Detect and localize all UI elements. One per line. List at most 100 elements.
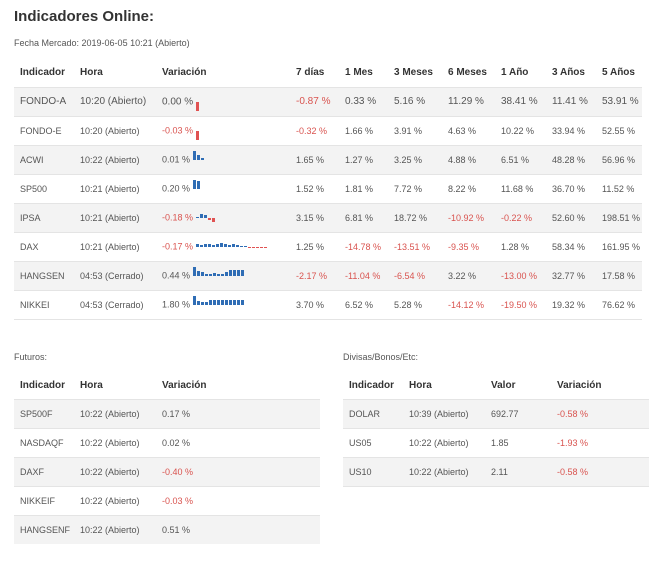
sparkline-bar — [224, 299, 228, 305]
sparkline-bar — [251, 246, 255, 248]
sparkline-bar — [208, 273, 212, 276]
table-row[interactable]: DAXF 10:22 (Abierto) -0.40 % — [14, 457, 320, 486]
sparkline-bar — [211, 217, 215, 222]
sparkline-bar — [207, 217, 211, 220]
sparkline-bar — [220, 273, 224, 276]
cell-m3: 5.28 % — [388, 290, 442, 319]
cell-time: 10:21 (Abierto) — [74, 232, 156, 261]
sparkline-bar — [259, 246, 263, 248]
cell-d7: 1.25 % — [290, 232, 339, 261]
sparkline-bar — [196, 300, 200, 305]
sparkline-bar — [220, 299, 224, 305]
cell-name: FONDO-A — [14, 87, 74, 116]
sparkline-bar — [255, 246, 259, 248]
cell-m6: 4.63 % — [442, 116, 495, 145]
cell-var-text: 1.80 % — [162, 298, 191, 309]
cell-y1-text: -13.00 % — [501, 270, 538, 281]
table-row[interactable]: US10 10:22 (Abierto) 2.11 -0.58 % — [343, 457, 649, 486]
sparkline-bar — [192, 150, 196, 160]
cell-m1: 0.33 % — [339, 87, 388, 116]
sparkline-bar — [203, 243, 207, 247]
cell-m3-text: 7.72 % — [394, 183, 423, 194]
column-header: Indicador — [349, 379, 395, 391]
cell-d7: -2.17 % — [290, 261, 339, 290]
cell-m6: -14.12 % — [442, 290, 495, 319]
cell-time: 10:22 (Abierto) — [80, 495, 140, 506]
sparkline-bar — [199, 213, 203, 218]
sparkline-chart — [195, 130, 199, 140]
cell-m3: -13.51 % — [388, 232, 442, 261]
sparkline-bar — [228, 269, 232, 276]
cell-d7: 1.52 % — [290, 174, 339, 203]
sparkline-bar — [200, 301, 204, 305]
table-row[interactable]: IPSA 10:21 (Abierto) -0.18 % 3.15 % 6.81 % 1… — [14, 203, 642, 232]
cell-d7-text: -0.32 % — [296, 125, 328, 136]
cell-y1-text: 6.51 % — [501, 154, 530, 165]
cell-y3-text: 58.34 % — [552, 241, 586, 252]
cell-m1-text: 6.81 % — [345, 212, 374, 223]
table-row[interactable]: DAX 10:21 (Abierto) -0.17 % 1.25 % -14.78 %… — [14, 232, 642, 261]
cell-time: 10:22 (Abierto) — [409, 437, 469, 448]
cell-var-text: -0.03 % — [162, 124, 194, 135]
table-row[interactable]: NIKKEI 04:53 (Cerrado) 1.80 % 3.70 % 6.52 %… — [14, 290, 642, 319]
cell-name-text: FONDO-A — [20, 96, 67, 107]
table-row[interactable]: SP500 10:21 (Abierto) 0.20 % 1.52 % 1.81 % 7… — [14, 174, 642, 203]
cell-m6-text: -9.35 % — [448, 241, 480, 252]
cell-m3: -6.54 % — [388, 261, 442, 290]
cell-time-text: 10:21 (Abierto) — [80, 183, 140, 194]
cell-time-text: 10:20 (Abierto) — [80, 125, 140, 136]
table-row[interactable]: NASDAQF 10:22 (Abierto) 0.02 % — [14, 428, 320, 457]
sparkline-bar — [204, 301, 208, 305]
table-header-row: Indicador Hora Variación — [14, 372, 320, 399]
table-row[interactable]: NIKKEIF 10:22 (Abierto) -0.03 % — [14, 486, 320, 515]
cell-name: HANGSENF — [14, 515, 74, 544]
sparkline-bar — [203, 214, 207, 218]
sparkline-bar — [236, 269, 240, 276]
cell-y1: 10.22 % — [495, 116, 546, 145]
cell-name: DAXF — [14, 457, 74, 486]
cell-y3: 32.77 % — [546, 261, 596, 290]
cell-m6-text: 8.22 % — [448, 183, 477, 194]
sparkline-bar — [196, 154, 200, 160]
sparkline-bar — [196, 180, 200, 189]
sparkline-bar — [196, 270, 200, 276]
cell-y1-text: 11.68 % — [501, 183, 534, 194]
cell-y1: -13.00 % — [495, 261, 546, 290]
cell-y5: 52.55 % — [596, 116, 642, 145]
cell-var: -0.18 % — [156, 203, 290, 232]
sparkline-bar — [232, 269, 236, 276]
table-row[interactable]: HANGSEN 04:53 (Cerrado) 0.44 % -2.17 % -11.… — [14, 261, 642, 290]
cell-y1: -0.22 % — [495, 203, 546, 232]
sparkline-bar — [243, 245, 247, 247]
cell-m3: 18.72 % — [388, 203, 442, 232]
cell-time: 10:39 (Abierto) — [403, 399, 485, 428]
sparkline-bar — [240, 269, 244, 276]
cell-val: 2.11 — [485, 457, 551, 486]
sparkline-bar — [200, 157, 204, 160]
cell-y5: 56.96 % — [596, 145, 642, 174]
sparkline-bar — [216, 299, 220, 305]
cell-m3-text: -13.51 % — [394, 241, 431, 252]
cell-m6-text: -14.12 % — [448, 299, 485, 310]
cell-y3: 52.60 % — [546, 203, 596, 232]
cell-time: 10:22 (Abierto) — [74, 457, 156, 486]
sparkline-bar — [195, 216, 199, 218]
table-header-row: Indicador Hora Valor Variación — [343, 372, 649, 399]
sparkline-bar — [192, 295, 196, 305]
table-row[interactable]: FONDO-E 10:20 (Abierto) -0.03 % -0.32 % 1.6… — [14, 116, 642, 145]
table-row[interactable]: HANGSENF 10:22 (Abierto) 0.51 % — [14, 515, 320, 544]
column-header: 5 Años — [602, 66, 635, 78]
table-row[interactable]: ACWI 10:22 (Abierto) 0.01 % 1.65 % 1.27 % 3.… — [14, 145, 642, 174]
table-row[interactable]: DOLAR 10:39 (Abierto) 692.77 -0.58 % — [343, 399, 649, 428]
sparkline-bar — [263, 246, 267, 248]
table-row[interactable]: FONDO-A 10:20 (Abierto) 0.00 % -0.87 % 0.33… — [14, 87, 642, 116]
table-row[interactable]: US05 10:22 (Abierto) 1.85 -1.93 % — [343, 428, 649, 457]
cell-name: SP500F — [14, 399, 74, 428]
table-row[interactable]: SP500F 10:22 (Abierto) 0.17 % — [14, 399, 320, 428]
cell-time: 04:53 (Cerrado) — [74, 261, 156, 290]
cell-name-text: HANGSEN — [20, 270, 65, 281]
cell-m1: -11.04 % — [339, 261, 388, 290]
sparkline-bar — [224, 271, 228, 276]
column-header: Indicador — [20, 66, 66, 78]
futuros-table: Indicador Hora Variación SP500F 10:22 (Abie… — [14, 372, 320, 544]
